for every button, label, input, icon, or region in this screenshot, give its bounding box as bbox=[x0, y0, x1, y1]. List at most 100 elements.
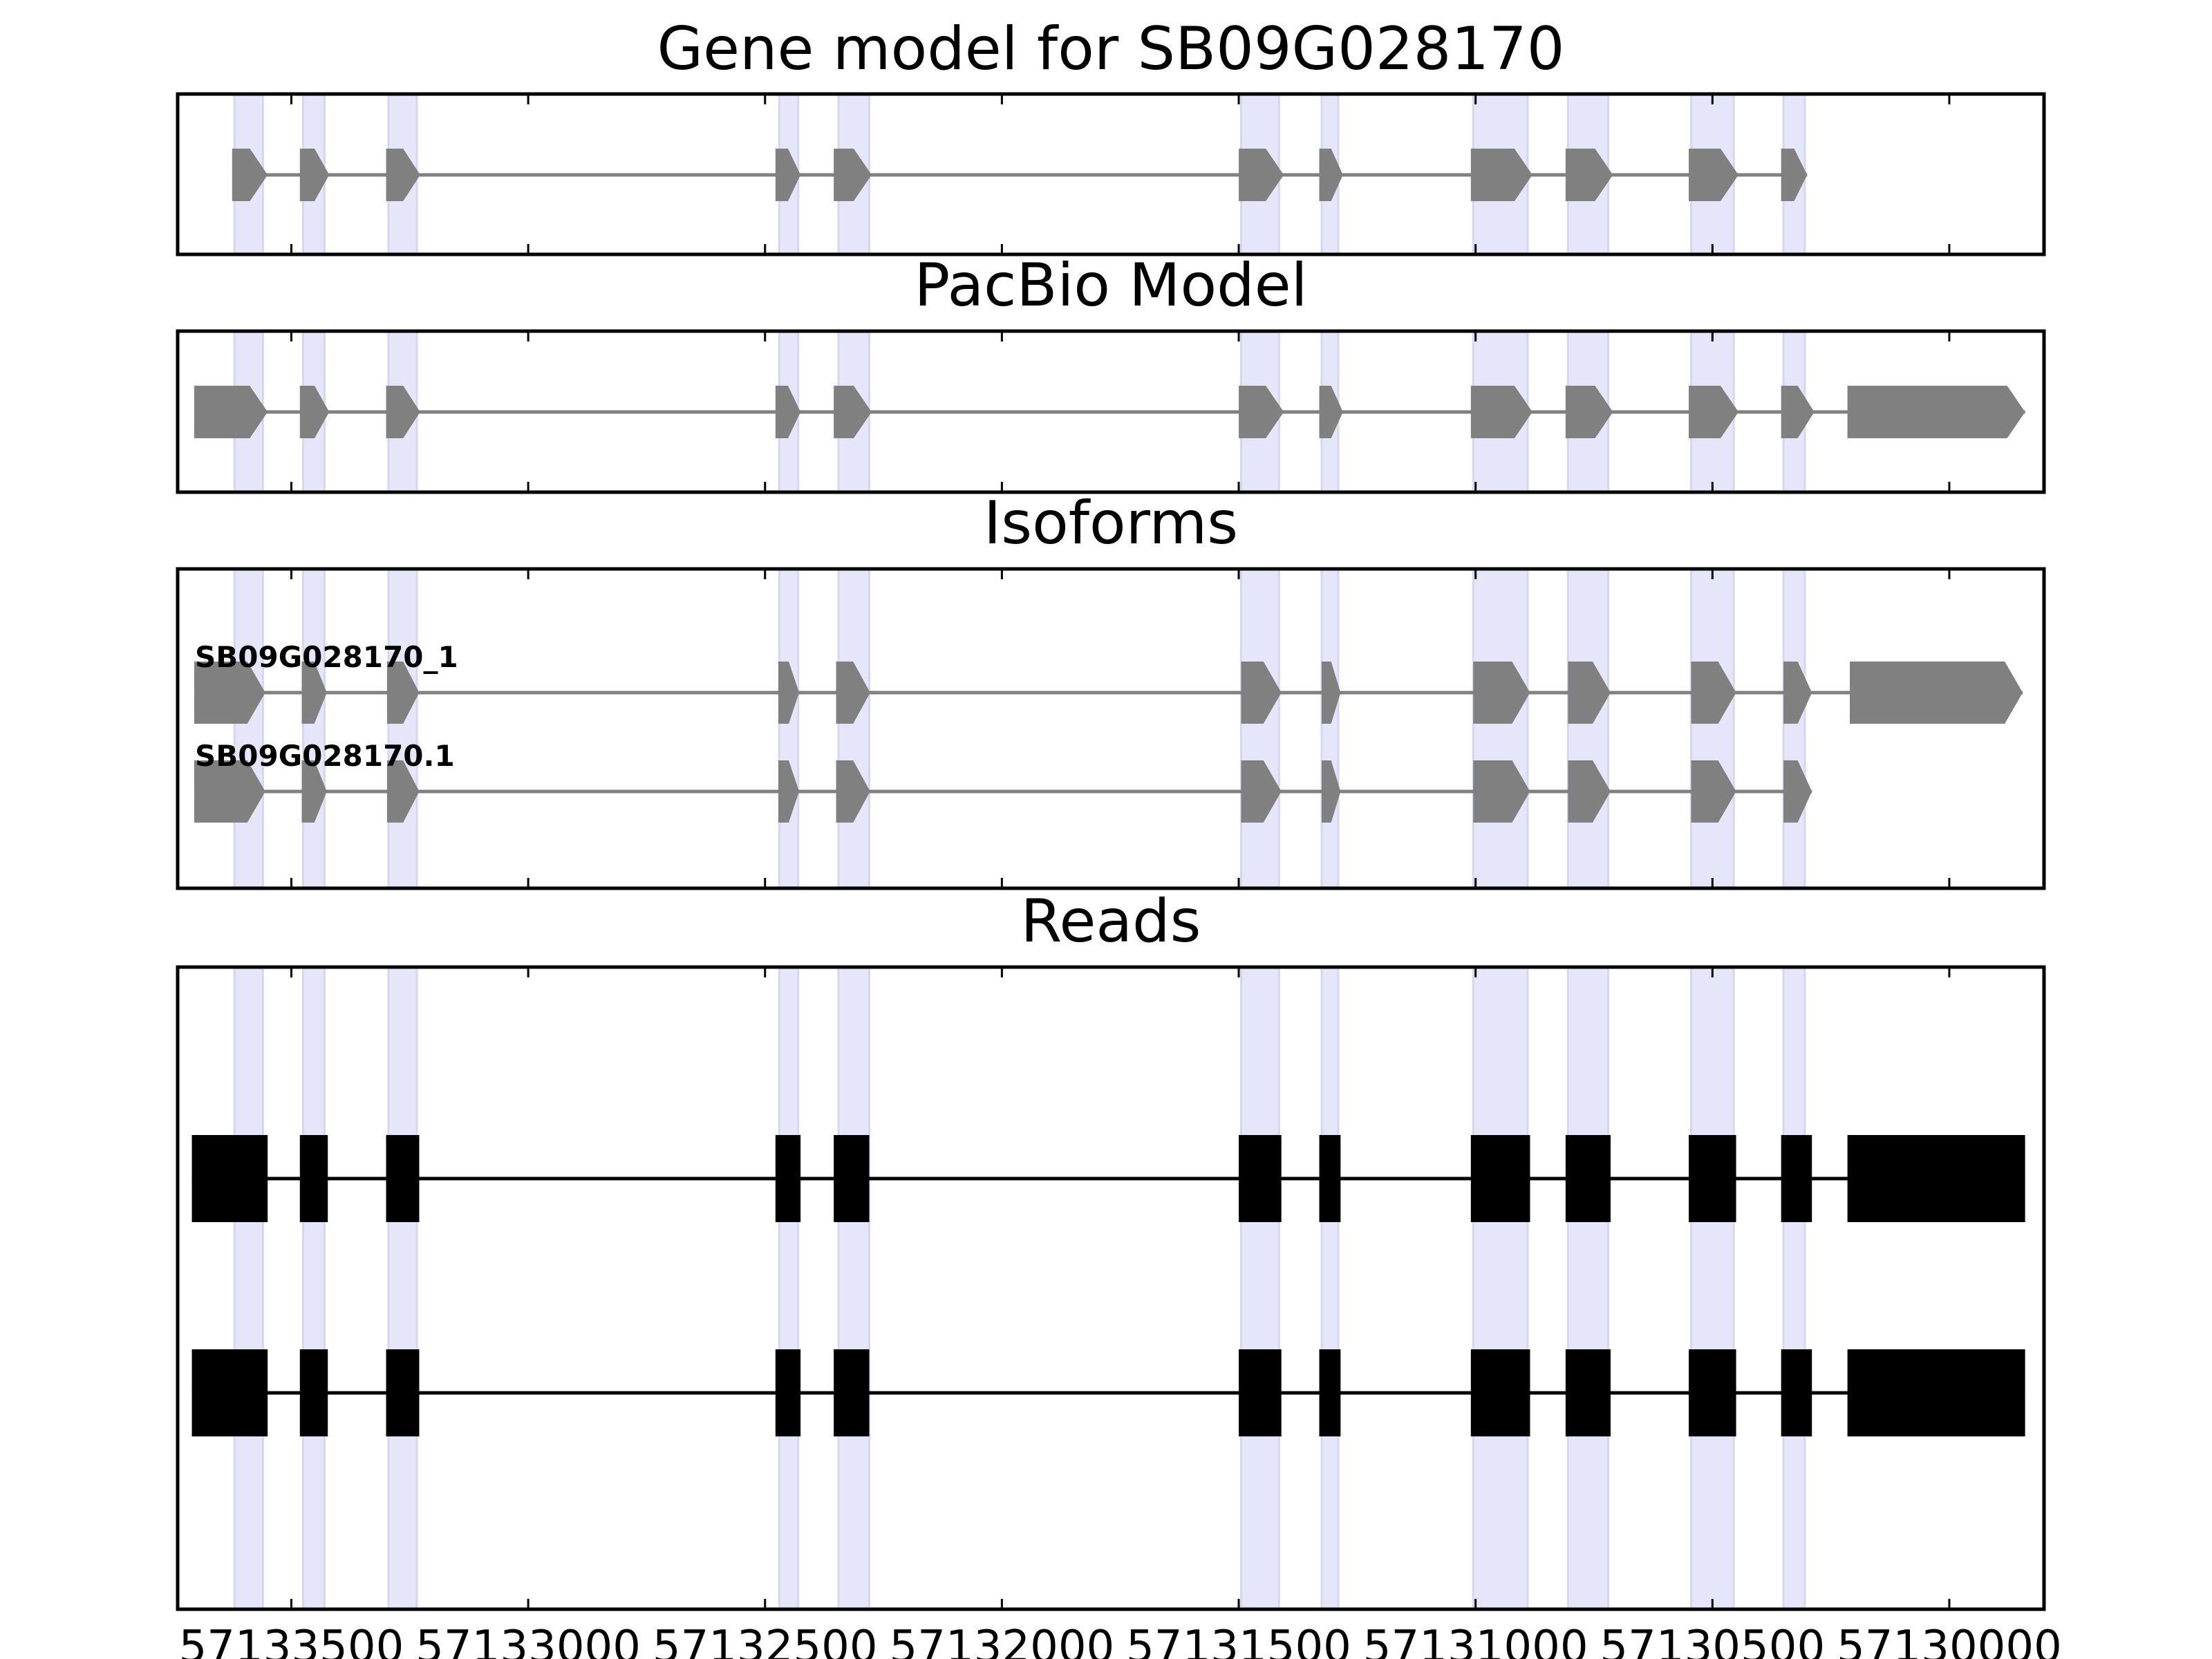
read-block bbox=[775, 1349, 801, 1436]
exon-shape bbox=[1473, 760, 1530, 823]
exon-shape bbox=[301, 662, 327, 724]
highlight-band bbox=[837, 569, 871, 888]
exon-shape bbox=[194, 662, 265, 724]
exon-shape bbox=[1321, 760, 1341, 823]
exon-shape bbox=[1319, 149, 1343, 201]
exon-shape bbox=[1781, 149, 1808, 201]
x-tick-label: 57131500 bbox=[1126, 1622, 1351, 1659]
track bbox=[232, 149, 1808, 201]
panel-frame bbox=[176, 329, 2046, 494]
panel-3: Isoforms SB09G028170_1 SB09G028170.1 bbox=[176, 489, 2046, 890]
read-block bbox=[834, 1349, 870, 1436]
track bbox=[191, 1135, 2025, 1222]
x-tick-label: 57130500 bbox=[1600, 1622, 1825, 1659]
read-block bbox=[1239, 1349, 1282, 1436]
exon-shape bbox=[386, 386, 420, 438]
panel-4: Reads bbox=[176, 887, 2046, 1611]
panel-title: Reads bbox=[1021, 887, 1201, 956]
panel-frame bbox=[176, 965, 2046, 1611]
read-block bbox=[1847, 1135, 2025, 1222]
read-block bbox=[1781, 1349, 1812, 1436]
panel-frame bbox=[176, 92, 2046, 256]
exon-shape bbox=[386, 760, 420, 823]
isoform-label: SB09G028170.1 bbox=[195, 739, 455, 773]
read-block bbox=[191, 1135, 268, 1222]
exon-shape bbox=[1470, 149, 1533, 201]
track: SB09G028170.1 bbox=[194, 739, 1812, 823]
exon-shape bbox=[299, 149, 330, 201]
read-block bbox=[1847, 1349, 2025, 1436]
exon-shape bbox=[1783, 760, 1812, 823]
track: SB09G028170_1 bbox=[194, 640, 2023, 724]
read-block bbox=[775, 1135, 801, 1222]
exon-shape bbox=[194, 760, 265, 823]
exon-shape bbox=[1691, 760, 1736, 823]
exon-shape bbox=[1319, 386, 1343, 438]
highlight-band bbox=[1689, 569, 1735, 888]
exon-shape bbox=[836, 760, 870, 823]
highlight-band bbox=[302, 967, 326, 1609]
exon-shape bbox=[1850, 662, 2023, 724]
panel-title: Gene model for SB09G028170 bbox=[657, 15, 1565, 84]
exon-shape bbox=[778, 760, 800, 823]
highlight-band bbox=[1472, 569, 1529, 888]
highlight-band bbox=[1782, 569, 1806, 888]
panel-1: Gene model for SB09G028170 bbox=[176, 15, 2046, 256]
x-tick-label: 57132500 bbox=[653, 1622, 878, 1659]
isoform-label: SB09G028170_1 bbox=[195, 640, 458, 674]
exon-shape bbox=[775, 386, 801, 438]
panel-2: PacBio Model bbox=[176, 251, 2046, 494]
exon-shape bbox=[836, 662, 870, 724]
exon-shape bbox=[1241, 662, 1282, 724]
highlight-band bbox=[778, 967, 800, 1609]
read-block bbox=[1470, 1135, 1530, 1222]
x-tick-label: 57132000 bbox=[890, 1622, 1115, 1659]
read-block bbox=[1781, 1135, 1812, 1222]
read-block bbox=[834, 1135, 870, 1222]
highlight-bands bbox=[233, 967, 1806, 1609]
highlight-band bbox=[1320, 569, 1340, 888]
exon-shape bbox=[194, 386, 268, 438]
highlight-band bbox=[1566, 967, 1610, 1609]
read-block bbox=[1470, 1349, 1530, 1436]
read-block bbox=[1319, 1349, 1341, 1436]
exon-shape bbox=[1783, 662, 1812, 724]
exon-shape bbox=[1689, 149, 1738, 201]
track bbox=[191, 1349, 2025, 1436]
highlight-bands bbox=[233, 569, 1806, 888]
exon-shape bbox=[301, 760, 327, 823]
x-tick-label: 57133000 bbox=[415, 1622, 641, 1659]
x-tick-label: 57130000 bbox=[1837, 1622, 2062, 1659]
read-block bbox=[1565, 1135, 1611, 1222]
exon-shape bbox=[1473, 662, 1530, 724]
exon-shape bbox=[834, 149, 872, 201]
read-block bbox=[386, 1135, 420, 1222]
exon-shape bbox=[834, 386, 872, 438]
exon-shape bbox=[299, 386, 330, 438]
x-tick-labels: 57133500 57133000 57132500 57132000 57131500… bbox=[179, 1622, 2062, 1659]
read-block bbox=[1239, 1135, 1282, 1222]
read-block bbox=[1565, 1349, 1611, 1436]
highlight-band bbox=[302, 569, 326, 888]
exon-shape bbox=[778, 662, 800, 724]
panel-title: Isoforms bbox=[984, 489, 1238, 558]
read-block bbox=[299, 1349, 328, 1436]
exon-shape bbox=[1565, 386, 1613, 438]
highlight-band bbox=[1239, 569, 1280, 888]
highlight-band bbox=[1566, 569, 1610, 888]
exon-shape bbox=[1847, 386, 2025, 438]
exon-shape bbox=[1470, 386, 1533, 438]
highlight-band bbox=[233, 569, 264, 888]
exon-shape bbox=[386, 662, 420, 724]
read-block bbox=[1689, 1349, 1736, 1436]
exon-shape bbox=[232, 149, 268, 201]
highlight-band bbox=[1689, 967, 1735, 1609]
highlight-band bbox=[1782, 967, 1806, 1609]
track bbox=[194, 386, 2025, 438]
exon-shape bbox=[1781, 386, 1815, 438]
highlight-band bbox=[1320, 967, 1340, 1609]
panel-title: PacBio Model bbox=[914, 251, 1307, 320]
exon-shape bbox=[775, 149, 801, 201]
read-block bbox=[299, 1135, 328, 1222]
read-block bbox=[191, 1349, 268, 1436]
